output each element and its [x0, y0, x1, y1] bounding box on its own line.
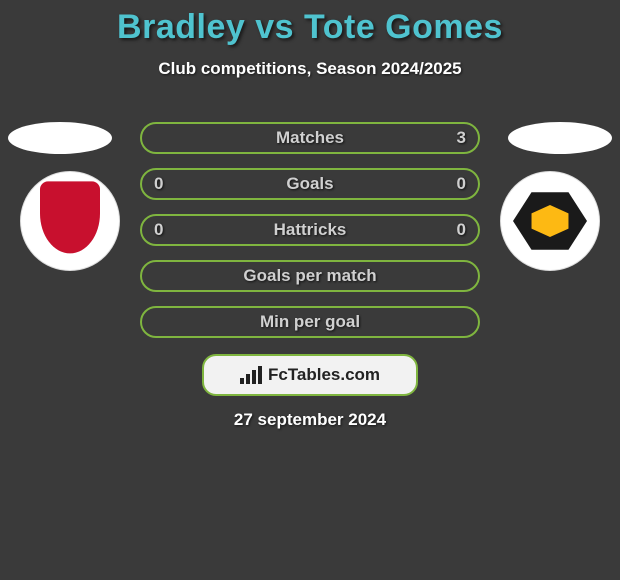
stat-label: Hattricks — [274, 220, 347, 240]
stat-label: Matches — [276, 128, 344, 148]
date-label: 27 september 2024 — [234, 410, 386, 430]
right-club-badge — [500, 171, 600, 271]
player-right-placeholder — [508, 122, 612, 154]
stat-row-min-per-goal: Min per goal — [140, 306, 480, 338]
stat-label: Goals — [286, 174, 333, 194]
stat-right-value: 3 — [457, 128, 466, 148]
brand-text: FcTables.com — [268, 365, 380, 385]
stat-row-goals: 0 Goals 0 — [140, 168, 480, 200]
stat-left-value: 0 — [154, 174, 163, 194]
page-title: Bradley vs Tote Gomes — [0, 8, 620, 47]
stat-label: Min per goal — [260, 312, 360, 332]
bar-chart-icon — [240, 366, 262, 384]
stat-right-value: 0 — [457, 220, 466, 240]
stat-left-value: 0 — [154, 220, 163, 240]
stat-label: Goals per match — [243, 266, 376, 286]
left-club-badge — [20, 171, 120, 271]
subtitle: Club competitions, Season 2024/2025 — [0, 59, 620, 79]
stats-container: Matches 3 0 Goals 0 0 Hattricks 0 Goals … — [140, 122, 480, 338]
stat-row-goals-per-match: Goals per match — [140, 260, 480, 292]
brand-badge: FcTables.com — [202, 354, 418, 396]
player-left-placeholder — [8, 122, 112, 154]
stat-row-matches: Matches 3 — [140, 122, 480, 154]
stat-right-value: 0 — [457, 174, 466, 194]
stat-row-hattricks: 0 Hattricks 0 — [140, 214, 480, 246]
